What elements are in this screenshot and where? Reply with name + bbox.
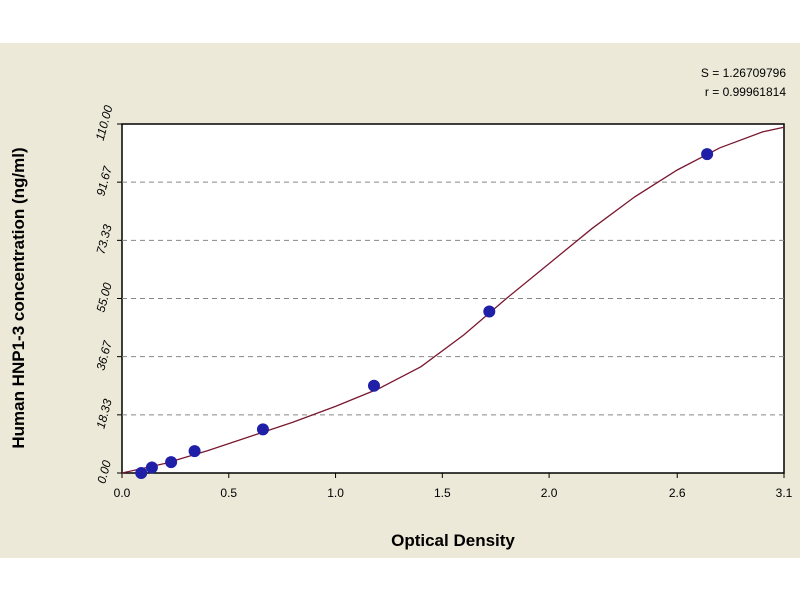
fit-curve-layer <box>121 126 785 474</box>
x-tick-label: 1.5 <box>434 486 451 500</box>
data-point <box>165 456 178 469</box>
data-point <box>483 305 496 318</box>
y-tick-labels: 0.00 18.33 36.67 55.00 73.33 91.67 110.00 <box>93 104 116 486</box>
data-points-layer <box>135 148 714 479</box>
y-tick-label: 55.00 <box>93 281 114 314</box>
stat-s-value: S = 1.26709796 <box>701 66 786 80</box>
y-tick-label: 73.33 <box>93 223 114 256</box>
data-point <box>188 445 201 458</box>
x-tick-label: 1.0 <box>327 486 344 500</box>
data-point <box>701 148 714 161</box>
x-tick-label: 2.6 <box>669 486 686 500</box>
stat-r-value: r = 0.99961814 <box>705 85 786 99</box>
y-axis-label: Human HNP1-3 concentration (ng/ml) <box>9 147 28 448</box>
data-point <box>256 423 269 436</box>
x-tick-label: 0.5 <box>220 486 237 500</box>
y-tick-label: 91.67 <box>93 164 115 198</box>
x-tick-label: 3.1 <box>776 486 793 500</box>
data-point <box>145 461 158 474</box>
y-tick-label: 0.00 <box>94 459 114 485</box>
x-tick-label: 2.0 <box>541 486 558 500</box>
y-tick-label: 110.00 <box>93 104 116 143</box>
x-tick-label: 0.0 <box>114 486 131 500</box>
gridlines <box>117 123 785 478</box>
x-tick-labels: 0.0 0.5 1.0 1.5 2.0 2.6 3.1 <box>114 486 793 500</box>
data-point <box>135 467 148 479</box>
y-tick-label: 36.67 <box>93 338 115 372</box>
y-tick-label: 18.33 <box>93 397 114 430</box>
x-axis-label: Optical Density <box>391 531 515 550</box>
fit-curve <box>121 126 785 474</box>
data-point <box>367 379 380 392</box>
